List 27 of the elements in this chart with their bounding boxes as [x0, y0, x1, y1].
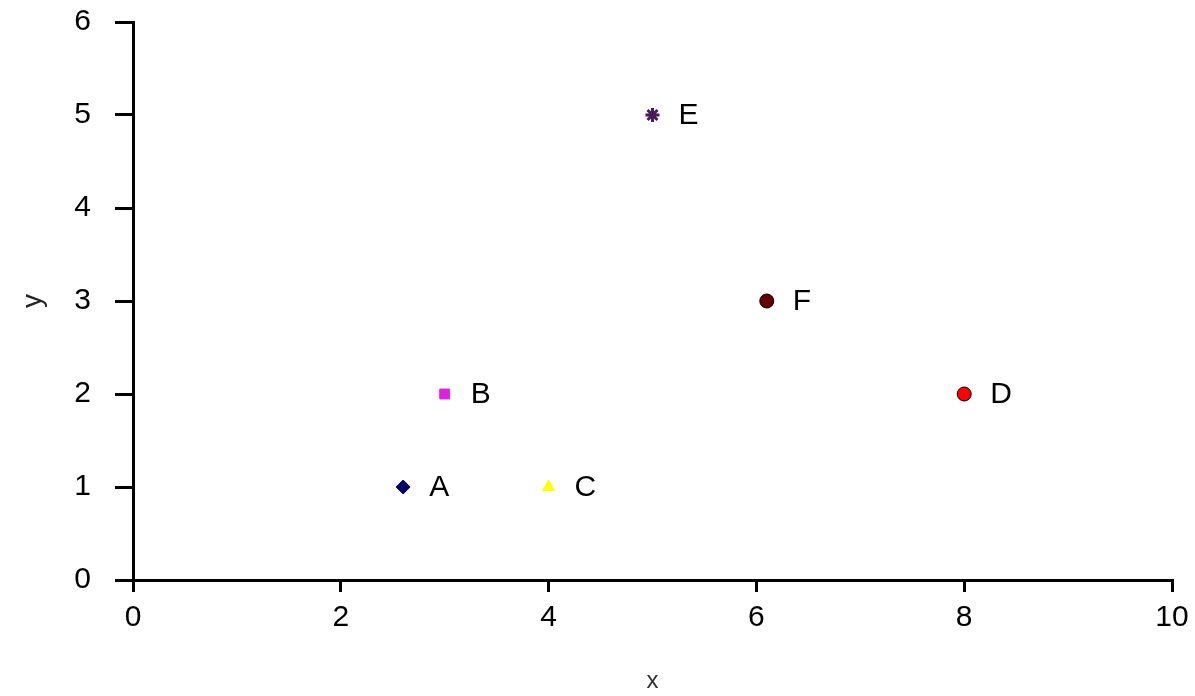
series-label: D — [990, 376, 1012, 410]
series-label: A — [429, 469, 450, 503]
y-tick-label: 4 — [74, 189, 91, 223]
point — [956, 386, 972, 402]
series-label: C — [574, 469, 597, 503]
point — [542, 479, 556, 491]
x-tick-label: 10 — [1155, 599, 1189, 633]
point — [395, 479, 411, 495]
y-tick-label: 6 — [74, 3, 91, 37]
y-tick-label: 2 — [74, 375, 91, 409]
x-tick-label: 2 — [332, 599, 350, 633]
y-axis-title: y — [15, 294, 47, 308]
point — [759, 293, 775, 309]
y-tick-label: 0 — [74, 561, 91, 595]
y-tick-label: 1 — [74, 468, 91, 502]
series-label: F — [792, 283, 812, 317]
series-label: E — [678, 97, 699, 131]
point — [644, 106, 661, 124]
y-tick-label: 5 — [74, 96, 91, 130]
x-tick-label: 8 — [955, 599, 973, 633]
x-tick-label: 6 — [748, 599, 765, 633]
y-tick-label: 3 — [74, 282, 91, 316]
x-axis-title: x — [646, 666, 659, 694]
x-tick-label: 4 — [540, 599, 557, 633]
x-tick-label: 0 — [124, 599, 142, 633]
point — [439, 388, 451, 400]
series-label: B — [470, 376, 491, 410]
